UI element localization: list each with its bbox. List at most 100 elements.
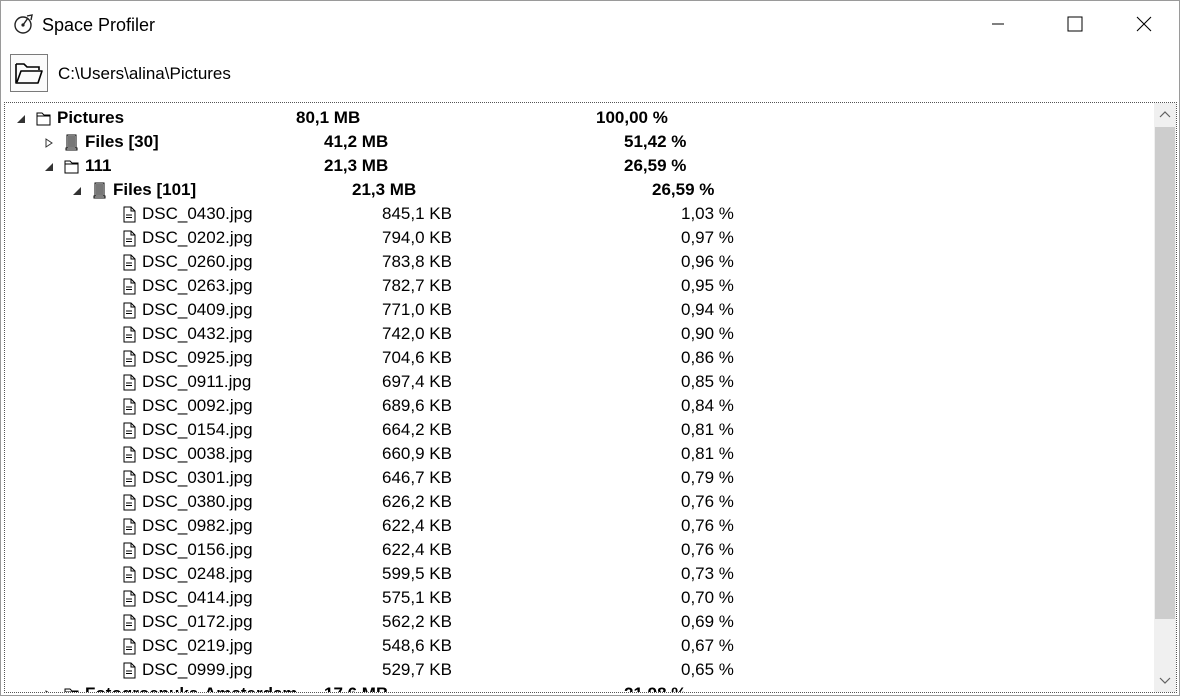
item-percent: 0,84 % bbox=[681, 394, 734, 418]
item-size: 599,5 KB bbox=[382, 562, 452, 586]
collapsed-triangle-icon[interactable] bbox=[44, 138, 54, 148]
file-icon bbox=[121, 229, 137, 247]
collapsed-triangle-icon[interactable] bbox=[44, 690, 54, 693]
item-percent: 0,79 % bbox=[681, 466, 734, 490]
file-row[interactable]: DSC_0248.jpg 599,5 KB 0,73 % bbox=[5, 562, 1155, 586]
file-icon bbox=[121, 637, 137, 655]
close-button[interactable] bbox=[1109, 1, 1179, 46]
item-name: DSC_0248.jpg bbox=[142, 562, 253, 586]
title-bar[interactable]: Space Profiler bbox=[1, 1, 1179, 46]
item-name: DSC_0982.jpg bbox=[142, 514, 253, 538]
item-name: DSC_0380.jpg bbox=[142, 490, 253, 514]
expanded-triangle-icon[interactable] bbox=[44, 162, 54, 172]
tree-row[interactable]: Fotogroepuka-Amsterdam 17,6 MB 21,98 % bbox=[5, 682, 1155, 693]
item-size: 529,7 KB bbox=[382, 658, 452, 682]
tree-row[interactable]: Pictures 80,1 MB 100,00 % bbox=[5, 106, 1155, 130]
minimize-button[interactable] bbox=[963, 1, 1033, 46]
item-percent: 0,76 % bbox=[681, 538, 734, 562]
item-name: DSC_0156.jpg bbox=[142, 538, 253, 562]
file-row[interactable]: DSC_0982.jpg 622,4 KB 0,76 % bbox=[5, 514, 1155, 538]
scroll-up-button[interactable] bbox=[1154, 103, 1176, 125]
file-row[interactable]: DSC_0430.jpg 845,1 KB 1,03 % bbox=[5, 202, 1155, 226]
expanded-triangle-icon[interactable] bbox=[16, 114, 26, 124]
file-row[interactable]: DSC_0409.jpg 771,0 KB 0,94 % bbox=[5, 298, 1155, 322]
item-size: 622,4 KB bbox=[382, 538, 452, 562]
item-percent: 0,65 % bbox=[681, 658, 734, 682]
item-percent: 0,73 % bbox=[681, 562, 734, 586]
item-name: DSC_0092.jpg bbox=[142, 394, 253, 418]
item-name: DSC_0409.jpg bbox=[142, 298, 253, 322]
item-size: 562,2 KB bbox=[382, 610, 452, 634]
item-name: DSC_0172.jpg bbox=[142, 610, 253, 634]
item-percent: 0,70 % bbox=[681, 586, 734, 610]
file-icon bbox=[121, 301, 137, 319]
item-size: 548,6 KB bbox=[382, 634, 452, 658]
file-row[interactable]: DSC_0202.jpg 794,0 KB 0,97 % bbox=[5, 226, 1155, 250]
file-row[interactable]: DSC_0263.jpg 782,7 KB 0,95 % bbox=[5, 274, 1155, 298]
item-size: 622,4 KB bbox=[382, 514, 452, 538]
file-row[interactable]: DSC_0156.jpg 622,4 KB 0,76 % bbox=[5, 538, 1155, 562]
expanded-triangle-icon[interactable] bbox=[72, 186, 82, 196]
item-percent: 1,03 % bbox=[681, 202, 734, 226]
file-row[interactable]: DSC_0092.jpg 689,6 KB 0,84 % bbox=[5, 394, 1155, 418]
item-percent: 0,67 % bbox=[681, 634, 734, 658]
tree-row[interactable]: Files [30] 41,2 MB 51,42 % bbox=[5, 130, 1155, 154]
item-percent: 0,81 % bbox=[681, 418, 734, 442]
tree-row[interactable]: Files [101] 21,3 MB 26,59 % bbox=[5, 178, 1155, 202]
file-row[interactable]: DSC_0154.jpg 664,2 KB 0,81 % bbox=[5, 418, 1155, 442]
folder-tree[interactable]: Pictures 80,1 MB 100,00 % Files [30] 41,2 MB… bbox=[4, 102, 1177, 693]
item-size: 689,6 KB bbox=[382, 394, 452, 418]
item-name: DSC_0301.jpg bbox=[142, 466, 253, 490]
file-icon bbox=[121, 565, 137, 583]
item-percent: 0,76 % bbox=[681, 514, 734, 538]
item-size: 626,2 KB bbox=[382, 490, 452, 514]
file-icon bbox=[121, 469, 137, 487]
file-icon bbox=[121, 517, 137, 535]
file-icon bbox=[121, 205, 137, 223]
file-row[interactable]: DSC_0380.jpg 626,2 KB 0,76 % bbox=[5, 490, 1155, 514]
file-row[interactable]: DSC_0925.jpg 704,6 KB 0,86 % bbox=[5, 346, 1155, 370]
item-size: 17,6 MB bbox=[324, 682, 388, 693]
item-percent: 0,85 % bbox=[681, 370, 734, 394]
file-icon bbox=[121, 325, 137, 343]
open-folder-button[interactable] bbox=[10, 54, 48, 92]
file-row[interactable]: DSC_0301.jpg 646,7 KB 0,79 % bbox=[5, 466, 1155, 490]
file-row[interactable]: DSC_0219.jpg 548,6 KB 0,67 % bbox=[5, 634, 1155, 658]
item-name: DSC_0154.jpg bbox=[142, 418, 253, 442]
file-icon bbox=[121, 661, 137, 679]
item-percent: 0,95 % bbox=[681, 274, 734, 298]
item-size: 782,7 KB bbox=[382, 274, 452, 298]
tree-row[interactable]: 111 21,3 MB 26,59 % bbox=[5, 154, 1155, 178]
item-size: 21,3 MB bbox=[352, 178, 416, 202]
file-icon bbox=[121, 397, 137, 415]
profiler-icon bbox=[13, 13, 35, 35]
item-size: 41,2 MB bbox=[324, 130, 388, 154]
vertical-scrollbar[interactable] bbox=[1154, 103, 1176, 692]
item-size: 845,1 KB bbox=[382, 202, 452, 226]
file-row[interactable]: DSC_0999.jpg 529,7 KB 0,65 % bbox=[5, 658, 1155, 682]
item-percent: 0,96 % bbox=[681, 250, 734, 274]
scroll-down-button[interactable] bbox=[1154, 670, 1176, 692]
file-row[interactable]: DSC_0260.jpg 783,8 KB 0,96 % bbox=[5, 250, 1155, 274]
file-row[interactable]: DSC_0432.jpg 742,0 KB 0,90 % bbox=[5, 322, 1155, 346]
file-icon bbox=[121, 493, 137, 511]
item-percent: 26,59 % bbox=[652, 178, 714, 202]
file-row[interactable]: DSC_0414.jpg 575,1 KB 0,70 % bbox=[5, 586, 1155, 610]
maximize-icon bbox=[1067, 16, 1083, 32]
maximize-button[interactable] bbox=[1040, 1, 1110, 46]
file-row[interactable]: DSC_0172.jpg 562,2 KB 0,69 % bbox=[5, 610, 1155, 634]
item-percent: 0,86 % bbox=[681, 346, 734, 370]
file-icon bbox=[121, 277, 137, 295]
folder-open-icon bbox=[14, 60, 44, 86]
item-size: 660,9 KB bbox=[382, 442, 452, 466]
scrollbar-thumb[interactable] bbox=[1155, 127, 1175, 619]
item-size: 80,1 MB bbox=[296, 106, 360, 130]
file-row[interactable]: DSC_0038.jpg 660,9 KB 0,81 % bbox=[5, 442, 1155, 466]
item-name: DSC_0219.jpg bbox=[142, 634, 253, 658]
item-size: 664,2 KB bbox=[382, 418, 452, 442]
item-name: DSC_0038.jpg bbox=[142, 442, 253, 466]
file-icon bbox=[121, 421, 137, 439]
item-name: DSC_0430.jpg bbox=[142, 202, 253, 226]
item-percent: 0,69 % bbox=[681, 610, 734, 634]
file-row[interactable]: DSC_0911.jpg 697,4 KB 0,85 % bbox=[5, 370, 1155, 394]
